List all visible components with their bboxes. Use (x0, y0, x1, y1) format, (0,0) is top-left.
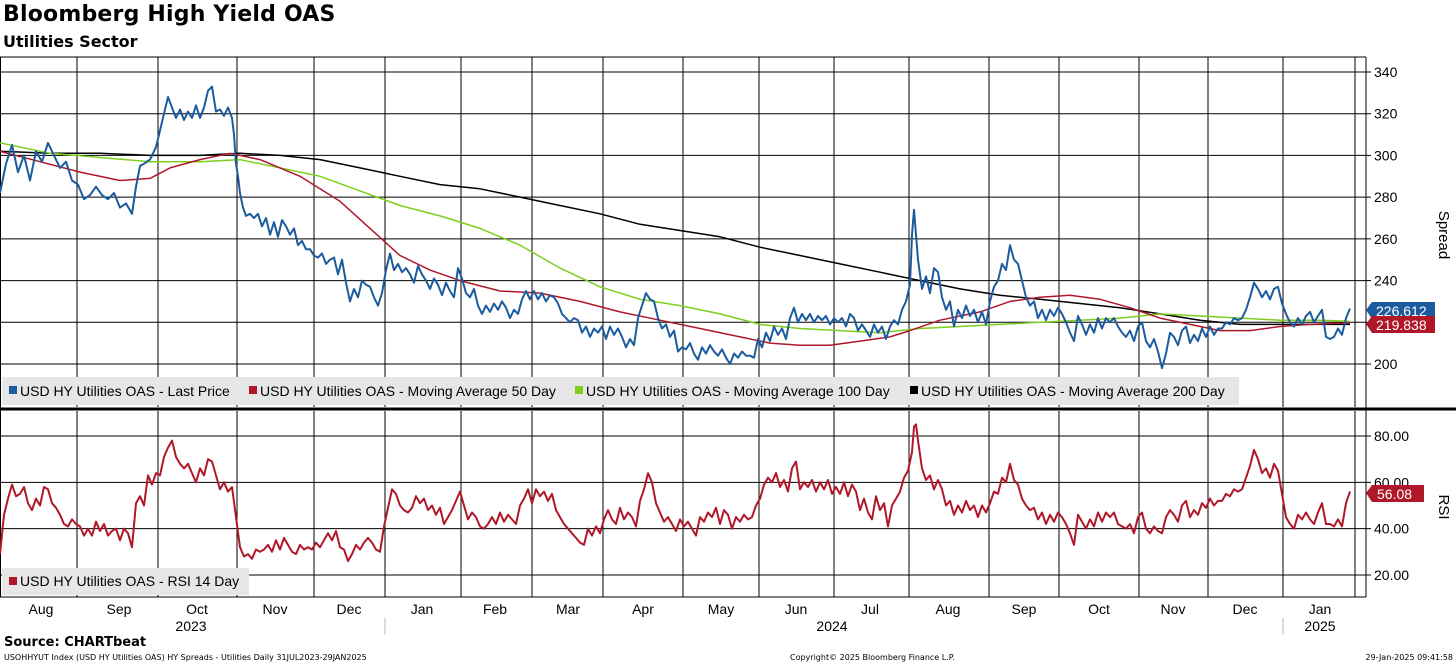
x-month-label: Aug (936, 601, 961, 617)
y-axis-title-spread: Spread (1435, 211, 1452, 259)
x-month-label: Nov (1161, 601, 1186, 617)
x-month-label: Jan (411, 601, 434, 617)
x-month-label: Mar (556, 601, 580, 617)
ma50-flag: 219.838 (1366, 316, 1435, 333)
x-month-label: Nov (263, 601, 288, 617)
x-month-label: May (708, 601, 734, 617)
legend-label-ma100: USD HY Utilities OAS - Moving Average 10… (586, 383, 890, 399)
legend-label-rsi: USD HY Utilities OAS - RSI 14 Day (20, 573, 239, 589)
series-line-ma100 (0, 142, 1351, 334)
legend-label-ma50: USD HY Utilities OAS - Moving Average 50… (260, 383, 556, 399)
x-month-label: Oct (186, 601, 208, 617)
x-month-label: Apr (632, 601, 654, 617)
y-axis-title-rsi: RSI (1435, 494, 1452, 519)
x-month-label: Aug (29, 601, 54, 617)
chart-subtitle: Utilities Sector (3, 32, 138, 51)
legend-swatch-ma100 (575, 386, 583, 394)
x-year-label: 2024 (816, 618, 847, 634)
series-line-ma50 (0, 150, 1351, 346)
y-tick-label-lower: 20.00 (1374, 567, 1409, 583)
x-month-label: Jul (861, 601, 879, 617)
y-tick-label-lower: 40.00 (1374, 521, 1409, 537)
x-month-label: Sep (1012, 601, 1037, 617)
source-note: Source: CHARTbeat (4, 635, 147, 650)
series-line-ma200 (0, 150, 1350, 326)
y-tick-label-upper: 280 (1374, 189, 1398, 205)
legend-upper-bg (2, 377, 1239, 405)
legend-label-ma200: USD HY Utilities OAS - Moving Average 20… (921, 383, 1225, 399)
y-tick-label-upper: 340 (1374, 64, 1398, 80)
timestamp: 29-Jan-2025 09:41:58 (1365, 653, 1453, 662)
last-price-value: 226.612 (1376, 303, 1427, 319)
y-tick-label-lower: 80.00 (1374, 428, 1409, 444)
ticker-line: USOHHYUT Index (USD HY Utilities OAS) HY… (4, 653, 367, 662)
copyright: Copyright© 2025 Bloomberg Finance L.P. (790, 653, 955, 662)
y-tick-label-upper: 240 (1374, 273, 1398, 289)
series-line-rsi (0, 423, 1351, 563)
x-year-label: 2023 (175, 618, 206, 634)
x-month-label: Oct (1088, 601, 1110, 617)
last-price-flag: 226.612 (1366, 302, 1435, 319)
ma50-value: 219.838 (1376, 317, 1427, 333)
legend-swatch-rsi (9, 577, 17, 585)
legend-swatch-last-price (9, 386, 17, 394)
x-month-label: Jun (785, 601, 808, 617)
x-month-label: Dec (337, 601, 362, 617)
legend-label-last-price: USD HY Utilities OAS - Last Price (20, 383, 230, 399)
legend-swatch-ma200 (910, 386, 918, 394)
series-line-last-price (0, 85, 1351, 370)
chart-title: Bloomberg High Yield OAS (3, 2, 336, 27)
x-month-label: Sep (107, 601, 132, 617)
rsi-flag: 56.08 (1366, 485, 1424, 502)
y-tick-label-upper: 200 (1374, 356, 1398, 372)
legend-lower-bg (2, 568, 249, 595)
y-tick-label-upper: 320 (1374, 106, 1398, 122)
x-year-label: 2025 (1304, 618, 1335, 634)
legend-swatch-ma50 (249, 386, 257, 394)
y-tick-label-upper: 260 (1374, 231, 1398, 247)
x-month-label: Dec (1233, 601, 1258, 617)
x-month-label: Jan (1309, 601, 1332, 617)
rsi-value: 56.08 (1377, 486, 1412, 502)
y-tick-label-upper: 300 (1374, 147, 1398, 163)
x-month-label: Feb (483, 601, 507, 617)
